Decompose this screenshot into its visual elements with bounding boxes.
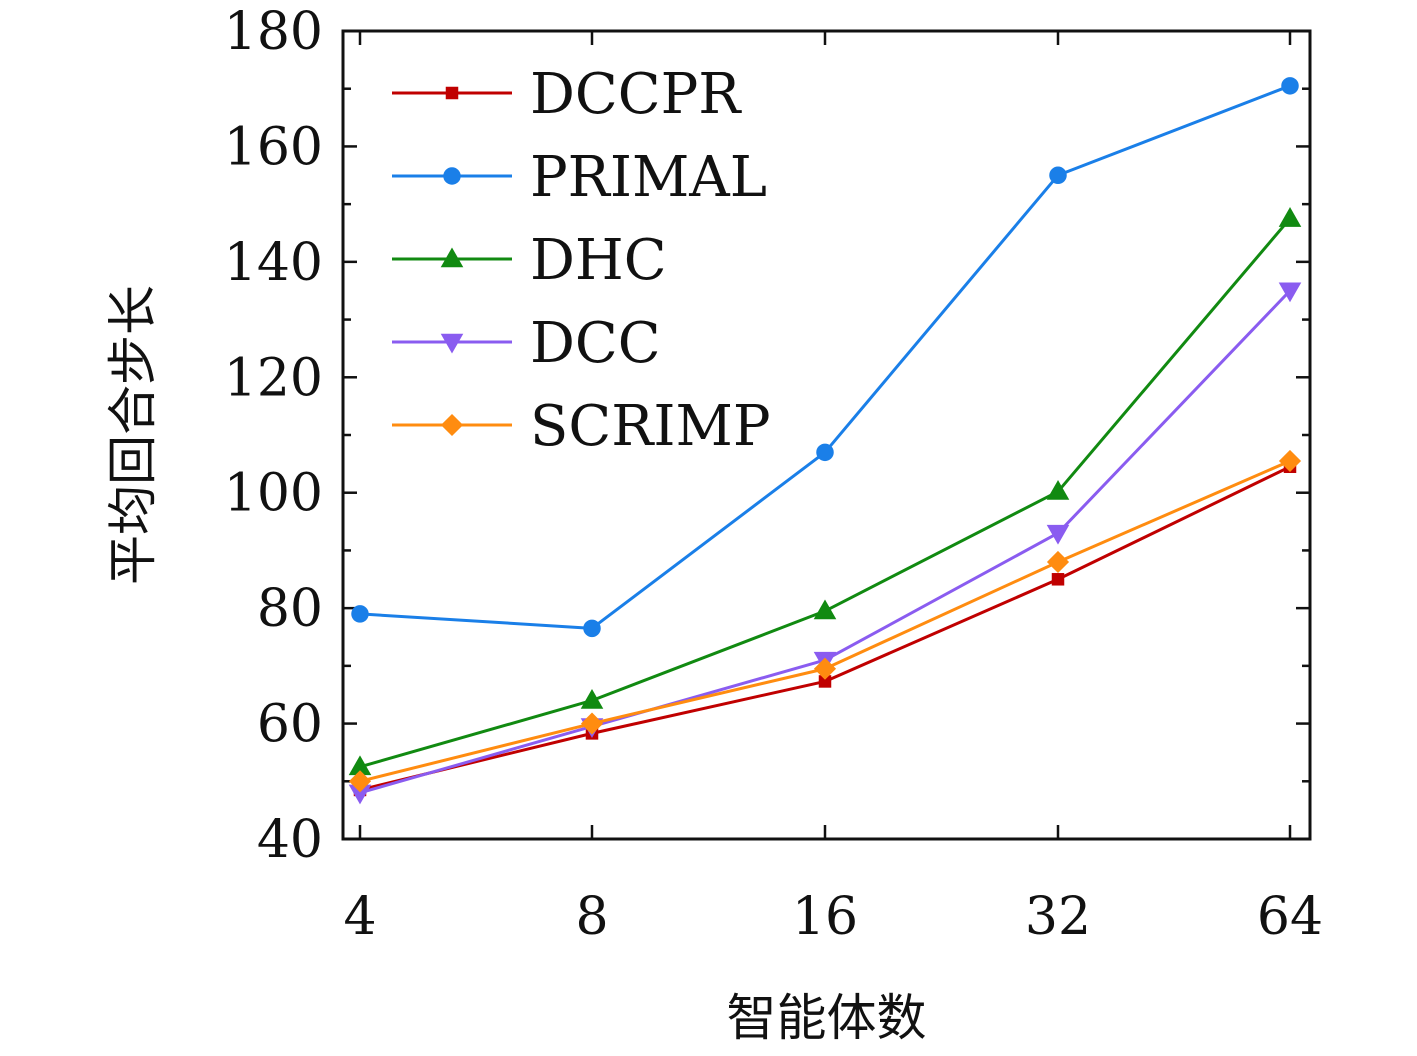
data-point-dcc	[1046, 524, 1070, 545]
y-tick-label: 160	[224, 117, 323, 177]
series-dccpr	[353, 460, 1297, 797]
legend-marker	[440, 247, 464, 268]
x-tick-label: 8	[575, 887, 608, 947]
data-point-scrimp	[813, 657, 837, 680]
data-point-dccpr	[1051, 573, 1065, 586]
data-point-dhc	[813, 599, 837, 620]
legend-item-dccpr: DCCPR	[392, 62, 742, 127]
series-dcc	[348, 282, 1302, 805]
y-tick-label: 140	[224, 233, 323, 293]
series-primal	[351, 77, 1299, 638]
series-group	[348, 77, 1302, 805]
series-line-dcc	[359, 289, 1292, 795]
data-point-primal	[1281, 77, 1299, 95]
legend-label: PRIMAL	[530, 145, 767, 210]
y-tick-label: 180	[224, 2, 323, 62]
series-line-dccpr	[359, 465, 1291, 792]
legend-label: SCRIMP	[530, 394, 771, 459]
legend-label: DCC	[530, 311, 661, 376]
x-axis-title: 智能体数	[727, 989, 927, 1047]
y-tick-label: 100	[224, 464, 323, 524]
y-tick-label: 60	[257, 695, 323, 755]
x-tick-label: 32	[1025, 887, 1091, 947]
x-tick-label: 4	[343, 887, 376, 947]
data-point-scrimp	[348, 770, 372, 793]
data-point-primal	[1049, 166, 1067, 185]
series-line-primal	[359, 84, 1291, 630]
data-point-primal	[583, 619, 601, 638]
legend-item-primal: PRIMAL	[392, 145, 767, 210]
data-point-dhc	[580, 688, 604, 709]
series-scrimp	[348, 449, 1302, 793]
legend-marker	[443, 167, 461, 185]
legend-item-dcc: DCC	[392, 311, 661, 376]
data-point-scrimp	[580, 712, 604, 735]
legend-marker	[445, 86, 459, 100]
axes: 40 60 80 100 120 140 160 180 4 8 16 32 64	[224, 2, 1323, 947]
data-point-dhc	[1278, 207, 1302, 227]
data-point-primal	[816, 443, 834, 462]
plot-frame	[341, 29, 1312, 841]
legend-item-dhc: DHC	[392, 228, 667, 293]
y-tick-label: 80	[257, 579, 323, 639]
legend-item-scrimp: SCRIMP	[392, 394, 771, 459]
data-point-scrimp	[1278, 449, 1302, 473]
series-dhc	[348, 207, 1302, 776]
x-tick-label: 64	[1257, 887, 1323, 947]
y-tick-label: 40	[257, 810, 323, 870]
y-axis-title: 平均回合步长	[104, 285, 162, 585]
legend-label: DCCPR	[530, 62, 742, 127]
data-point-dhc	[1046, 480, 1070, 500]
data-point-primal	[351, 605, 369, 623]
y-tick-label: 120	[224, 348, 323, 408]
legend: DCCPR PRIMAL DHC DCC SCRIMP	[392, 62, 771, 459]
data-point-scrimp	[1046, 550, 1070, 574]
data-point-dcc	[1278, 282, 1302, 303]
x-tick-label: 16	[792, 887, 858, 947]
legend-marker	[440, 413, 464, 437]
legend-label: DHC	[530, 228, 667, 293]
legend-marker	[440, 333, 464, 354]
